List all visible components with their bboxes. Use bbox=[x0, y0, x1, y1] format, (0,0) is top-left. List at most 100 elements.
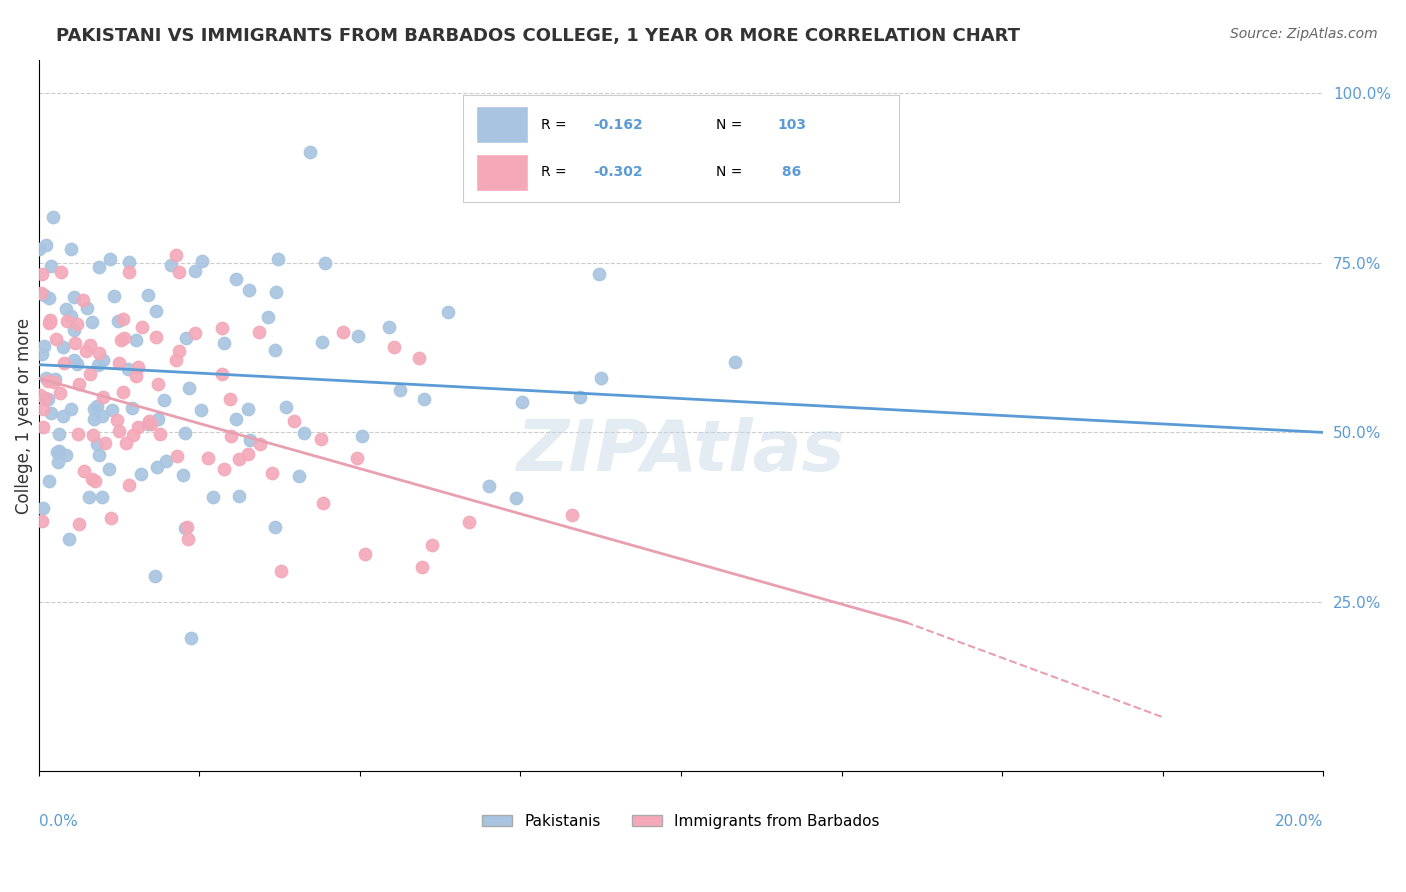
Point bbox=[568, 390, 591, 404]
Point bbox=[561, 508, 583, 522]
Point bbox=[98, 252, 121, 266]
Point bbox=[136, 287, 159, 301]
Point bbox=[30, 388, 52, 402]
Point bbox=[83, 474, 105, 488]
Point bbox=[118, 477, 141, 491]
Point bbox=[172, 468, 194, 483]
Point bbox=[145, 304, 167, 318]
Point bbox=[82, 428, 104, 442]
Point bbox=[112, 331, 135, 345]
Point bbox=[115, 435, 138, 450]
Point bbox=[66, 317, 89, 331]
Point bbox=[79, 338, 101, 352]
Point bbox=[30, 286, 52, 301]
Point bbox=[274, 400, 297, 414]
Point bbox=[437, 305, 460, 319]
Point bbox=[80, 472, 103, 486]
Point bbox=[384, 340, 406, 354]
Point bbox=[72, 464, 94, 478]
Point bbox=[86, 399, 108, 413]
Point bbox=[87, 448, 110, 462]
Point bbox=[236, 447, 259, 461]
Point bbox=[270, 564, 292, 578]
Y-axis label: College, 1 year or more: College, 1 year or more bbox=[15, 318, 32, 514]
Point bbox=[131, 319, 153, 334]
Point bbox=[211, 321, 233, 335]
Point bbox=[87, 358, 110, 372]
Point bbox=[174, 521, 197, 535]
Point bbox=[72, 293, 94, 307]
Point bbox=[174, 331, 197, 345]
Point bbox=[83, 411, 105, 425]
Text: 20.0%: 20.0% bbox=[1275, 814, 1323, 829]
Point bbox=[32, 288, 55, 302]
Point bbox=[31, 420, 53, 434]
Point bbox=[111, 384, 134, 399]
Point bbox=[264, 343, 287, 358]
Point bbox=[60, 309, 83, 323]
Point bbox=[153, 393, 176, 408]
Point bbox=[58, 532, 80, 546]
Point bbox=[38, 291, 60, 305]
Point bbox=[49, 265, 72, 279]
Point bbox=[176, 519, 198, 533]
Point bbox=[219, 429, 242, 443]
Point bbox=[55, 448, 77, 462]
Point bbox=[408, 351, 430, 366]
Point bbox=[225, 271, 247, 285]
Point bbox=[31, 514, 53, 528]
Point bbox=[314, 256, 336, 270]
Point bbox=[146, 459, 169, 474]
Point bbox=[165, 248, 187, 262]
Point bbox=[31, 347, 53, 361]
Point bbox=[212, 335, 235, 350]
Point bbox=[177, 381, 200, 395]
Point bbox=[165, 353, 187, 368]
Point bbox=[160, 258, 183, 272]
Point bbox=[59, 402, 82, 417]
Point bbox=[173, 425, 195, 440]
Text: Source: ZipAtlas.com: Source: ZipAtlas.com bbox=[1230, 27, 1378, 41]
Point bbox=[723, 355, 745, 369]
Point bbox=[31, 501, 53, 516]
Point bbox=[107, 314, 129, 328]
Point bbox=[52, 356, 75, 370]
Point bbox=[136, 417, 159, 431]
Point bbox=[183, 326, 205, 340]
Point bbox=[166, 450, 188, 464]
Point bbox=[44, 372, 66, 386]
Point bbox=[420, 538, 443, 552]
Point bbox=[49, 385, 72, 400]
Point bbox=[125, 334, 148, 348]
Point bbox=[31, 267, 53, 281]
Point bbox=[588, 268, 610, 282]
Point bbox=[66, 357, 89, 371]
Point bbox=[105, 413, 128, 427]
Point bbox=[184, 264, 207, 278]
Point bbox=[52, 409, 75, 424]
Point bbox=[283, 414, 305, 428]
Point bbox=[89, 345, 111, 359]
Point bbox=[67, 517, 90, 532]
Point bbox=[378, 320, 401, 334]
Point bbox=[267, 252, 290, 266]
Point bbox=[127, 360, 149, 375]
Point bbox=[201, 490, 224, 504]
Point bbox=[48, 426, 70, 441]
Point bbox=[79, 367, 101, 381]
Point bbox=[212, 462, 235, 476]
Point bbox=[35, 238, 58, 252]
Point bbox=[46, 454, 69, 468]
Point bbox=[346, 451, 368, 466]
Point bbox=[413, 392, 436, 407]
Point bbox=[52, 340, 75, 354]
Point bbox=[411, 560, 433, 574]
Point bbox=[219, 392, 242, 406]
Point bbox=[138, 414, 160, 428]
Point bbox=[238, 401, 260, 416]
Point bbox=[591, 371, 613, 385]
Point bbox=[108, 424, 131, 438]
Point bbox=[66, 426, 89, 441]
Point bbox=[90, 409, 112, 424]
Point bbox=[180, 631, 202, 645]
